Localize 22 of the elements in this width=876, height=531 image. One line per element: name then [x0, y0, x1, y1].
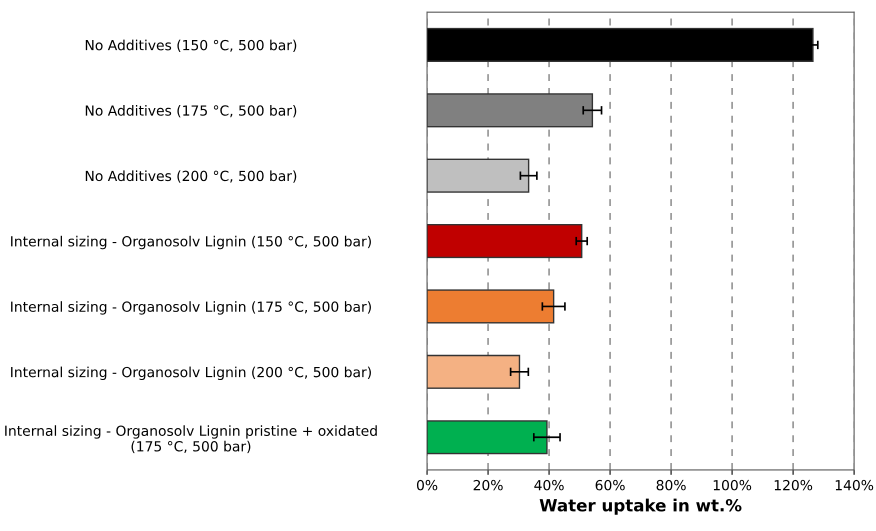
x-tick-label: 120% — [774, 480, 812, 490]
bar — [427, 354, 520, 389]
bar — [427, 289, 554, 324]
bar — [427, 224, 582, 258]
bar — [427, 420, 548, 454]
y-tick-label: Internal sizing - Organosolv Lignin (150 °C, 500 bar) — [11, 236, 371, 250]
y-tick-label: No Additives (150 °C, 500 bar) — [86, 40, 296, 52]
y-tick-label: Internal sizing - Organosolv Lignin (200 °C, 500 bar) — [11, 366, 371, 380]
x-tick-label: 20% — [474, 480, 503, 490]
x-tick-label: 0% — [416, 480, 438, 490]
y-tick-label: Internal sizing - Organosolv Lignin pristine + oxidated (175 °C, 500 bar) — [5, 425, 377, 454]
x-tick-label: 80% — [656, 480, 686, 490]
y-tick-label: No Additives (200 °C, 500 bar) — [86, 170, 296, 183]
x-tick-label: 60% — [596, 480, 625, 490]
x-axis-title: Water uptake in wt.% — [540, 498, 742, 515]
x-tick-label: 100% — [714, 480, 752, 490]
y-tick-label: No Additives (175 °C, 500 bar) — [86, 105, 296, 118]
y-tick-label: Internal sizing - Organosolv Lignin (175 °C, 500 bar) — [11, 301, 371, 315]
bar — [427, 158, 530, 193]
x-tick-label: 40% — [534, 480, 564, 490]
bar — [427, 28, 814, 62]
x-tick-label: 140% — [836, 480, 874, 490]
